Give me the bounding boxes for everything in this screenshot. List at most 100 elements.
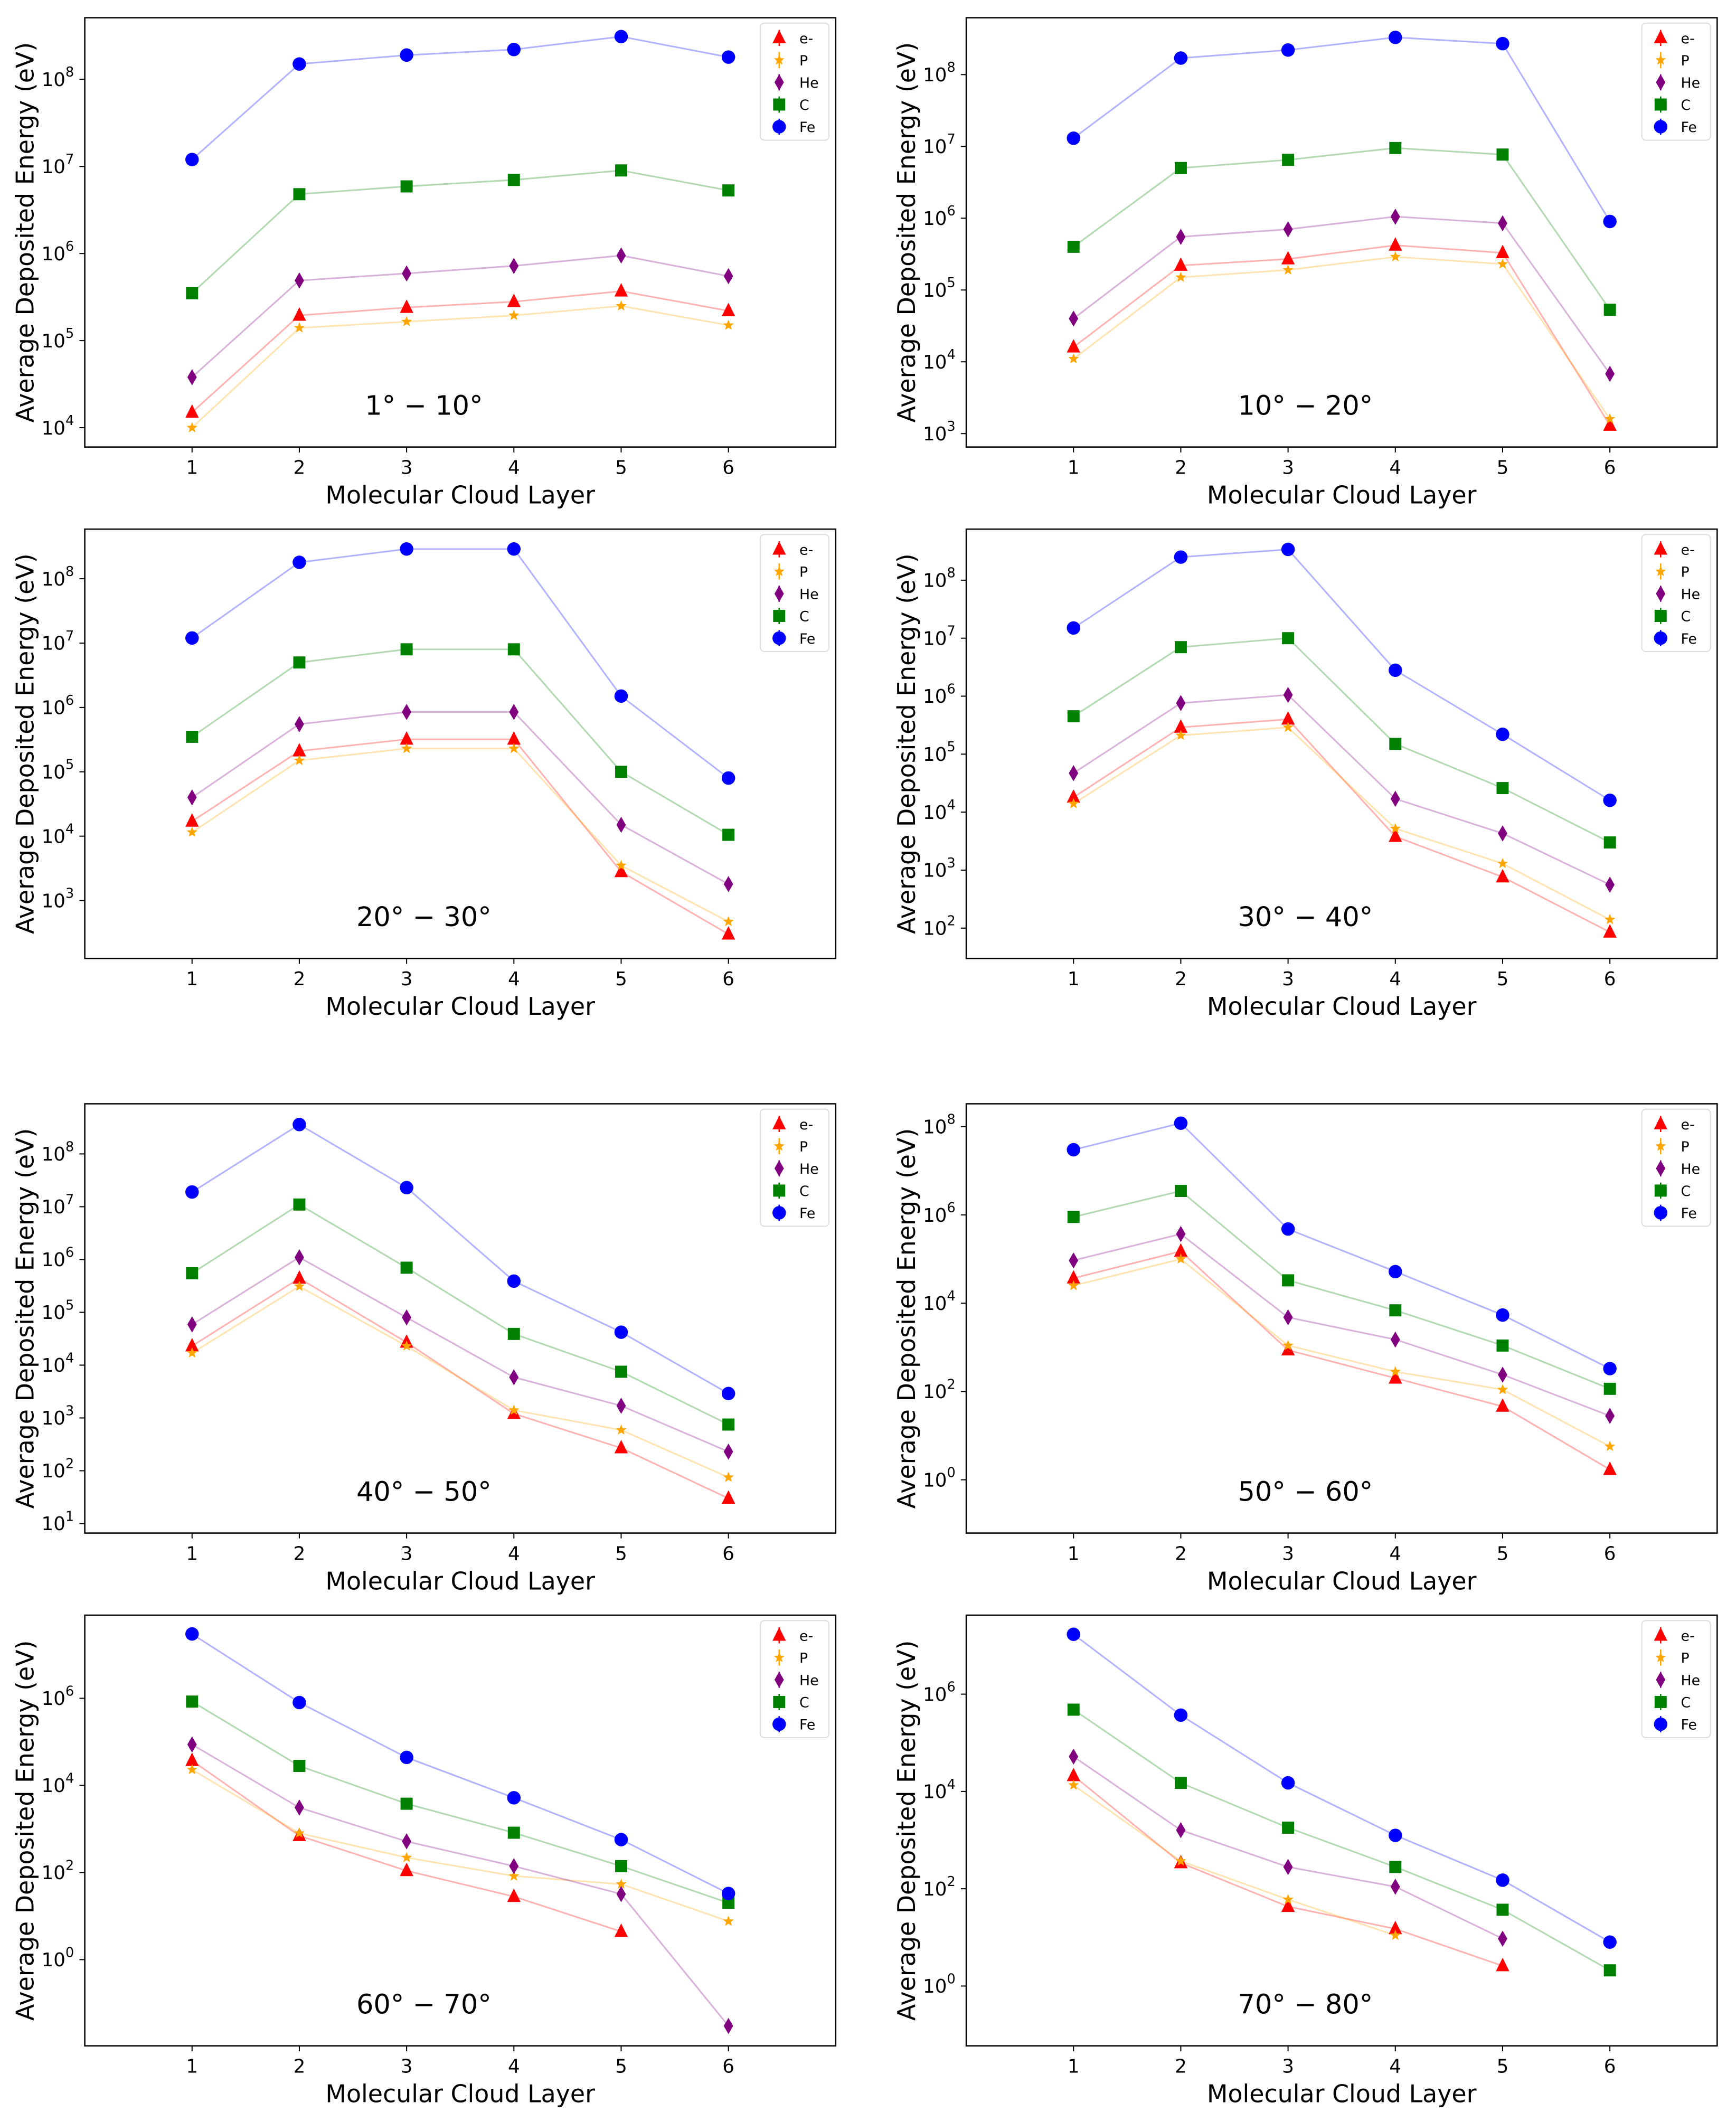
data-point-Fe bbox=[400, 542, 413, 556]
data-point-Fe bbox=[293, 1118, 306, 1132]
legend-box bbox=[1641, 534, 1711, 653]
x-tick-label: 2 bbox=[1175, 968, 1187, 990]
legend-marker-He bbox=[774, 1160, 784, 1177]
legend-marker-He bbox=[1656, 74, 1666, 91]
data-point-P bbox=[1068, 798, 1079, 808]
data-point-e- bbox=[1281, 1898, 1295, 1912]
axes-frame bbox=[965, 17, 1718, 448]
y-axis-label: Average Deposited Energy (eV) bbox=[11, 553, 40, 934]
legend-marker-e- bbox=[772, 1627, 786, 1641]
data-point-Fe bbox=[721, 771, 735, 785]
series-line-C bbox=[191, 169, 729, 294]
legend: e- P He C Fe bbox=[760, 1620, 830, 1739]
legend-marker-Fe bbox=[1654, 1206, 1668, 1220]
y-axis-label: Average Deposited Energy (eV) bbox=[892, 42, 921, 423]
legend-label-e-: e- bbox=[1681, 1628, 1694, 1644]
data-point-He bbox=[723, 876, 733, 892]
data-point-He bbox=[616, 816, 626, 833]
data-point-P bbox=[508, 1404, 520, 1415]
data-point-P bbox=[1068, 1280, 1079, 1290]
data-point-C bbox=[1496, 148, 1509, 161]
legend-label-C: C bbox=[1681, 97, 1691, 114]
data-point-C bbox=[1496, 1339, 1509, 1352]
data-point-e- bbox=[614, 1924, 628, 1937]
data-point-C bbox=[400, 1261, 413, 1274]
legend-label-Fe: Fe bbox=[799, 631, 815, 647]
data-point-e- bbox=[1389, 1370, 1402, 1384]
subplot-1: 104 105 106 107 108 1 2 3 4 5 6 Molecular Cloud Lay… bbox=[11, 17, 837, 510]
data-point-P bbox=[1175, 271, 1186, 282]
legend: e- P He C Fe bbox=[1641, 1108, 1711, 1227]
data-point-P bbox=[1604, 914, 1616, 925]
data-point-P bbox=[1175, 730, 1186, 740]
axes-frame bbox=[965, 1103, 1718, 1534]
x-tick-label: 5 bbox=[615, 968, 627, 990]
data-point-e- bbox=[1603, 1462, 1617, 1475]
legend-marker-Fe bbox=[1654, 120, 1668, 134]
data-point-He bbox=[295, 272, 304, 289]
data-point-e- bbox=[1496, 1398, 1509, 1412]
data-point-C bbox=[1389, 1861, 1402, 1873]
x-axis-label: Molecular Cloud Layer bbox=[325, 2080, 595, 2108]
data-point-e- bbox=[1174, 719, 1188, 733]
legend-marker-e- bbox=[1654, 541, 1668, 555]
series-line-C bbox=[1073, 147, 1611, 310]
data-point-Fe bbox=[614, 30, 628, 43]
data-point-Fe bbox=[1496, 727, 1509, 741]
y-tick-label: 104 bbox=[923, 1288, 956, 1315]
legend-label-Fe: Fe bbox=[799, 119, 815, 136]
data-point-He bbox=[295, 1249, 304, 1266]
subplot-4: 102 103 104 105 106 107 108 1 2 3 4 5 6 Molecular Clo… bbox=[892, 528, 1718, 1021]
series-line-Fe bbox=[191, 1123, 729, 1394]
data-point-P bbox=[294, 1827, 305, 1838]
x-tick-label: 3 bbox=[401, 2056, 413, 2078]
series-line-He bbox=[191, 1743, 729, 2026]
data-point-C bbox=[1067, 710, 1080, 723]
data-point-P bbox=[508, 742, 520, 753]
data-point-He bbox=[509, 1369, 519, 1385]
data-point-Fe bbox=[1281, 542, 1295, 557]
data-point-Fe bbox=[721, 1387, 735, 1400]
x-tick-label: 4 bbox=[1389, 1543, 1401, 1565]
y-tick-label: 106 bbox=[923, 203, 956, 230]
y-tick-label: 103 bbox=[923, 419, 956, 445]
y-tick-label: 105 bbox=[42, 1297, 74, 1324]
y-tick-label: 104 bbox=[42, 413, 74, 439]
series-line-e- bbox=[1073, 244, 1611, 426]
data-point-C bbox=[1282, 1822, 1295, 1834]
y-tick-label: 102 bbox=[923, 913, 956, 940]
y-tick-label: 102 bbox=[42, 1456, 74, 1482]
x-tick-label: 2 bbox=[294, 2056, 306, 2078]
legend-marker-e- bbox=[772, 541, 786, 555]
subplot-7: 100 102 104 106 1 2 3 4 5 6 Molecular Cloud Layer A… bbox=[11, 1614, 837, 2108]
legend-label-He: He bbox=[799, 75, 819, 91]
x-axis-label: Molecular Cloud Layer bbox=[325, 992, 595, 1021]
angle-range-annotation: 60° − 70° bbox=[356, 1989, 492, 2020]
series-line-Fe bbox=[1073, 1634, 1610, 1943]
data-point-He bbox=[1390, 1879, 1400, 1895]
data-point-e- bbox=[185, 1752, 199, 1766]
data-point-P bbox=[1390, 1929, 1401, 1940]
x-tick-label: 4 bbox=[1389, 457, 1401, 479]
data-point-C bbox=[615, 1365, 627, 1378]
legend-label-C: C bbox=[1681, 609, 1691, 625]
x-axis-label: Molecular Cloud Layer bbox=[325, 1567, 595, 1596]
series-line-C bbox=[191, 1701, 729, 1904]
legend-label-C: C bbox=[1681, 1183, 1691, 1200]
data-point-He bbox=[1069, 1748, 1079, 1765]
data-point-C bbox=[615, 766, 627, 778]
legend-marker-C bbox=[1654, 98, 1667, 111]
y-tick-label: 106 bbox=[42, 1683, 74, 1710]
data-point-e- bbox=[1174, 257, 1188, 271]
legend-marker-He bbox=[774, 1672, 784, 1688]
y-tick-label: 106 bbox=[923, 1680, 956, 1706]
data-point-C bbox=[400, 1797, 413, 1810]
legend-marker-P bbox=[773, 1140, 785, 1151]
data-point-Fe bbox=[1603, 793, 1617, 807]
data-point-C bbox=[186, 1267, 199, 1279]
data-point-P bbox=[723, 1916, 734, 1926]
legend: e- P He C Fe bbox=[760, 22, 830, 141]
series-line-He bbox=[191, 254, 729, 378]
data-point-Fe bbox=[1496, 1308, 1509, 1322]
data-point-C bbox=[186, 730, 199, 743]
